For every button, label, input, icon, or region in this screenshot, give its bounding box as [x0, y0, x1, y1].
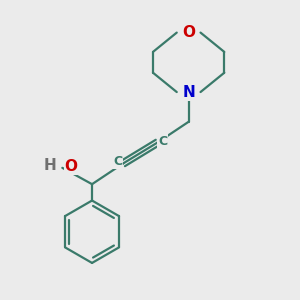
- Text: O: O: [182, 25, 195, 40]
- Text: C: C: [113, 155, 122, 168]
- Text: H: H: [44, 158, 56, 173]
- Text: N: N: [182, 85, 195, 100]
- Text: C: C: [158, 135, 167, 148]
- Text: O: O: [65, 159, 78, 174]
